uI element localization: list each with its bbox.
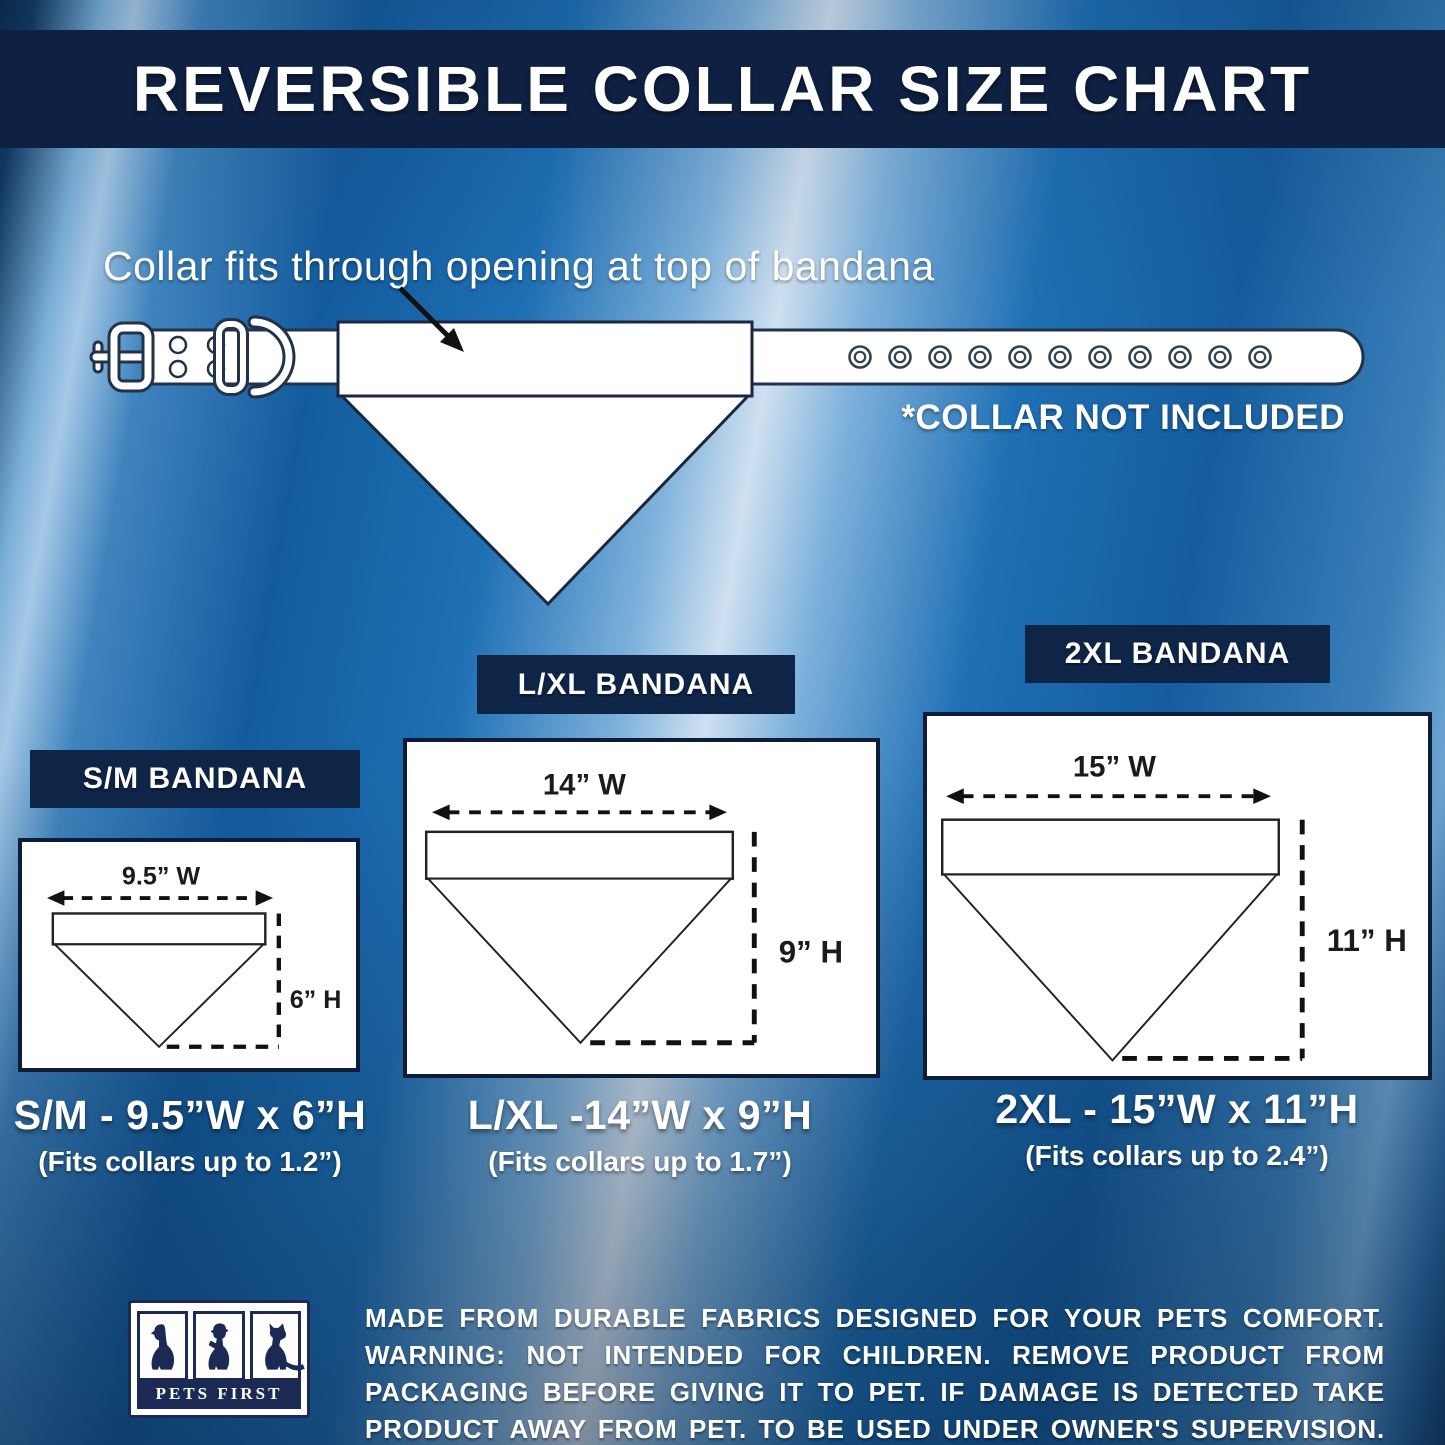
- sm-size-text: S/M - 9.5”W x 6”H: [13, 1092, 367, 1138]
- sm-width-arrow-right: [255, 890, 274, 906]
- panel-label-2xl: 2XL BANDANA: [1025, 625, 1330, 683]
- dog-box-2: [193, 1311, 245, 1381]
- sm-fits-text: (Fits collars up to 1.2”): [38, 1146, 342, 1177]
- panel-label-sm: S/M BANDANA: [30, 750, 360, 808]
- 2xl-width-arrow-left: [946, 788, 964, 805]
- lxl-width-arrow-right: [709, 804, 727, 821]
- dog-box-1: [137, 1311, 189, 1381]
- logo-dog-boxes: [137, 1311, 305, 1381]
- panel-label-lxl-text: L/XL BANDANA: [517, 667, 755, 701]
- 2xl-diagram: 15” W 11” H: [941, 751, 1407, 1062]
- panel-box-2xl: 15” W 11” H: [923, 712, 1432, 1080]
- 2xl-size-text: 2XL - 15”W x 11”H: [995, 1086, 1359, 1132]
- 2xl-bandana-triangle: [941, 873, 1279, 1062]
- sm-bandana-triangle: [52, 943, 266, 1049]
- disclaimer-line-3: PACKAGING BEFORE GIVING IT TO PET. IF DA…: [365, 1377, 1385, 1407]
- lxl-width-arrow-left: [432, 804, 450, 821]
- pets-first-logo: PETS FIRST: [128, 1300, 310, 1418]
- panel-label-lxl: L/XL BANDANA: [477, 655, 795, 714]
- begging-dog-icon: [208, 1323, 230, 1370]
- 2xl-bandana-sleeve: [941, 818, 1280, 876]
- pointer-arrow-line: [398, 286, 452, 340]
- buckle-frame: [110, 324, 152, 390]
- disclaimer: MADE FROM DURABLE FABRICS DESIGNED FOR Y…: [365, 1300, 1385, 1445]
- collar-caption: Collar fits through opening at top of ba…: [103, 243, 935, 289]
- collar-not-included-note: *COLLAR NOT INCLUDED: [901, 398, 1345, 437]
- keeper-loop: [216, 321, 246, 393]
- sm-height-label: 6” H: [290, 986, 342, 1014]
- sm-width-arrow-left: [47, 890, 65, 906]
- 2xl-height-label: 11” H: [1327, 923, 1407, 958]
- lxl-bandana-triangle: [425, 877, 734, 1045]
- panel-label-sm-text: S/M BANDANA: [82, 762, 308, 795]
- lxl-width-label: 14” W: [543, 769, 626, 802]
- lxl-size-text: L/XL -14”W x 9”H: [467, 1092, 813, 1138]
- lxl-height-label: 9” H: [779, 935, 843, 970]
- d-ring: [250, 318, 293, 396]
- 2xl-width-label: 15” W: [1073, 751, 1156, 784]
- disclaimer-line-2: WARNING: NOT INTENDED FOR CHILDREN. REMO…: [365, 1340, 1385, 1370]
- collar-bandana-illustration: [89, 286, 1365, 607]
- page-title: REVERSIBLE COLLAR SIZE CHART: [132, 53, 1313, 125]
- bandana-sleeve: [336, 320, 754, 398]
- 2xl-width-arrow-right: [1253, 788, 1271, 805]
- panel-box-lxl: 14” W 9” H: [403, 738, 880, 1078]
- panel-box-sm: 9.5” W 6” H: [18, 838, 360, 1072]
- pointer-arrow-head: [440, 328, 464, 352]
- lxl-fits-text: (Fits collars up to 1.7”): [488, 1146, 792, 1177]
- 2xl-fits-text: (Fits collars up to 2.4”): [1025, 1140, 1329, 1171]
- lxl-bandana-sleeve: [424, 830, 735, 880]
- disclaimer-line-4: PRODUCT AWAY FROM PET. TO BE USED UNDER …: [365, 1414, 1385, 1444]
- disclaimer-line-1: MADE FROM DURABLE FABRICS DESIGNED FOR Y…: [365, 1303, 1385, 1333]
- shepherd-dog-icon: [264, 1323, 305, 1371]
- sm-bandana-sleeve: [51, 912, 267, 946]
- lxl-diagram: 14” W 9” H: [424, 769, 843, 1046]
- logo-text: PETS FIRST: [155, 1384, 283, 1403]
- sitting-dog-icon: [150, 1324, 175, 1370]
- panel-label-2xl-text: 2XL BANDANA: [1064, 637, 1291, 670]
- logo-text-bar: PETS FIRST: [137, 1379, 301, 1409]
- sm-width-label: 9.5” W: [122, 862, 200, 890]
- bandana-triangle: [336, 392, 754, 607]
- title-band: REVERSIBLE COLLAR SIZE CHART: [0, 30, 1445, 148]
- dog-box-3: [249, 1311, 305, 1381]
- collar-eyelets: [848, 345, 1272, 369]
- sm-diagram: 9.5” W 6” H: [47, 862, 342, 1049]
